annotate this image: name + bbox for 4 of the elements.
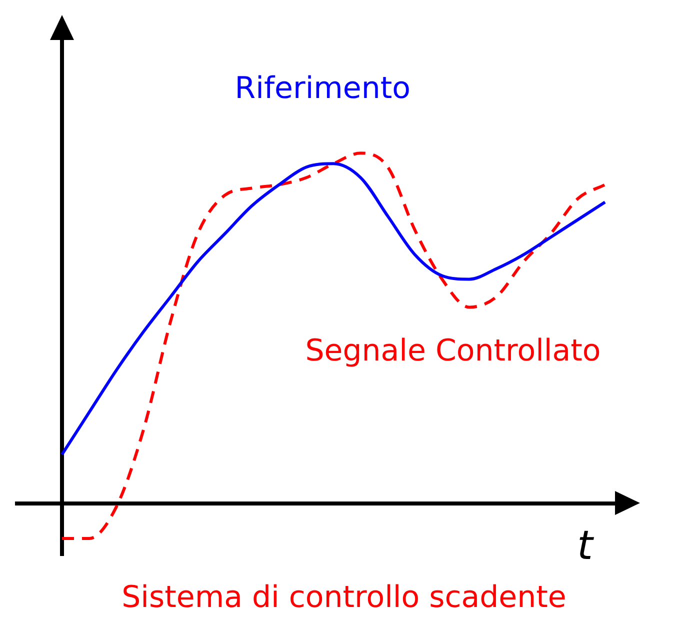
text: Riferimento [234, 70, 410, 106]
text: Sistema di controllo scadente [120, 580, 568, 615]
series-label: Segnale Controllato [305, 334, 601, 369]
x-axis-title: t [577, 522, 594, 569]
